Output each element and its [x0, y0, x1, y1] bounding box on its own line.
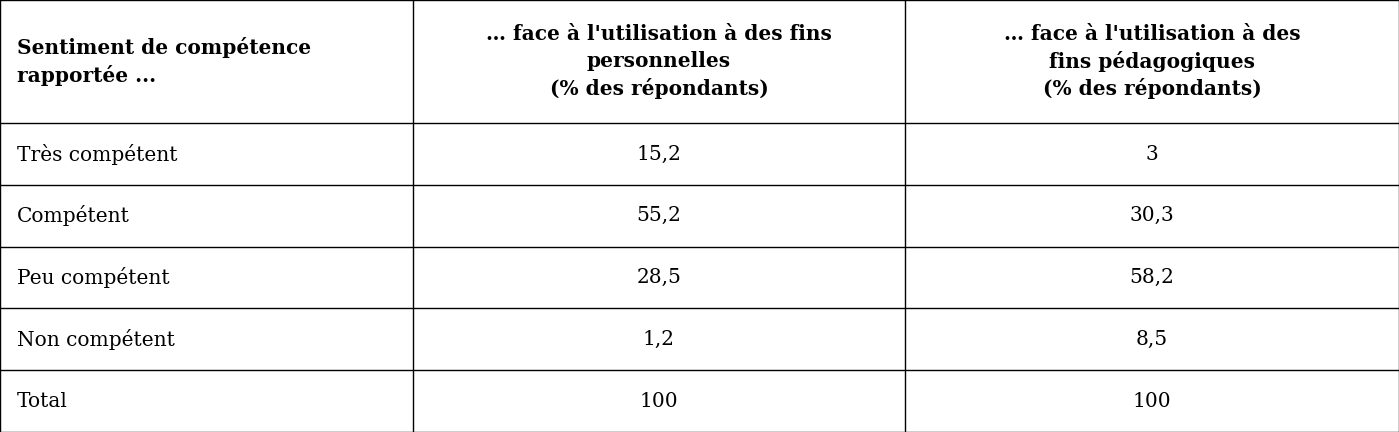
Text: Sentiment de compétence
rapportée ...: Sentiment de compétence rapportée ...: [17, 37, 311, 86]
Text: 1,2: 1,2: [644, 330, 674, 349]
Text: 28,5: 28,5: [637, 268, 681, 287]
Text: 100: 100: [639, 392, 679, 410]
Text: 58,2: 58,2: [1129, 268, 1175, 287]
Text: 100: 100: [1133, 392, 1171, 410]
Text: Non compétent: Non compétent: [17, 329, 175, 350]
Text: Total: Total: [17, 392, 67, 410]
Text: Compétent: Compétent: [17, 205, 130, 226]
Text: … face à l'utilisation à des
fins pédagogiques
(% des répondants): … face à l'utilisation à des fins pédago…: [1003, 24, 1301, 99]
Text: 30,3: 30,3: [1130, 206, 1174, 225]
Text: 55,2: 55,2: [637, 206, 681, 225]
Text: Très compétent: Très compétent: [17, 143, 178, 165]
Text: 15,2: 15,2: [637, 145, 681, 163]
Text: Peu compétent: Peu compétent: [17, 267, 169, 288]
Text: 3: 3: [1146, 145, 1158, 163]
Text: 8,5: 8,5: [1136, 330, 1168, 349]
Text: … face à l'utilisation à des fins
personnelles
(% des répondants): … face à l'utilisation à des fins person…: [485, 25, 832, 98]
